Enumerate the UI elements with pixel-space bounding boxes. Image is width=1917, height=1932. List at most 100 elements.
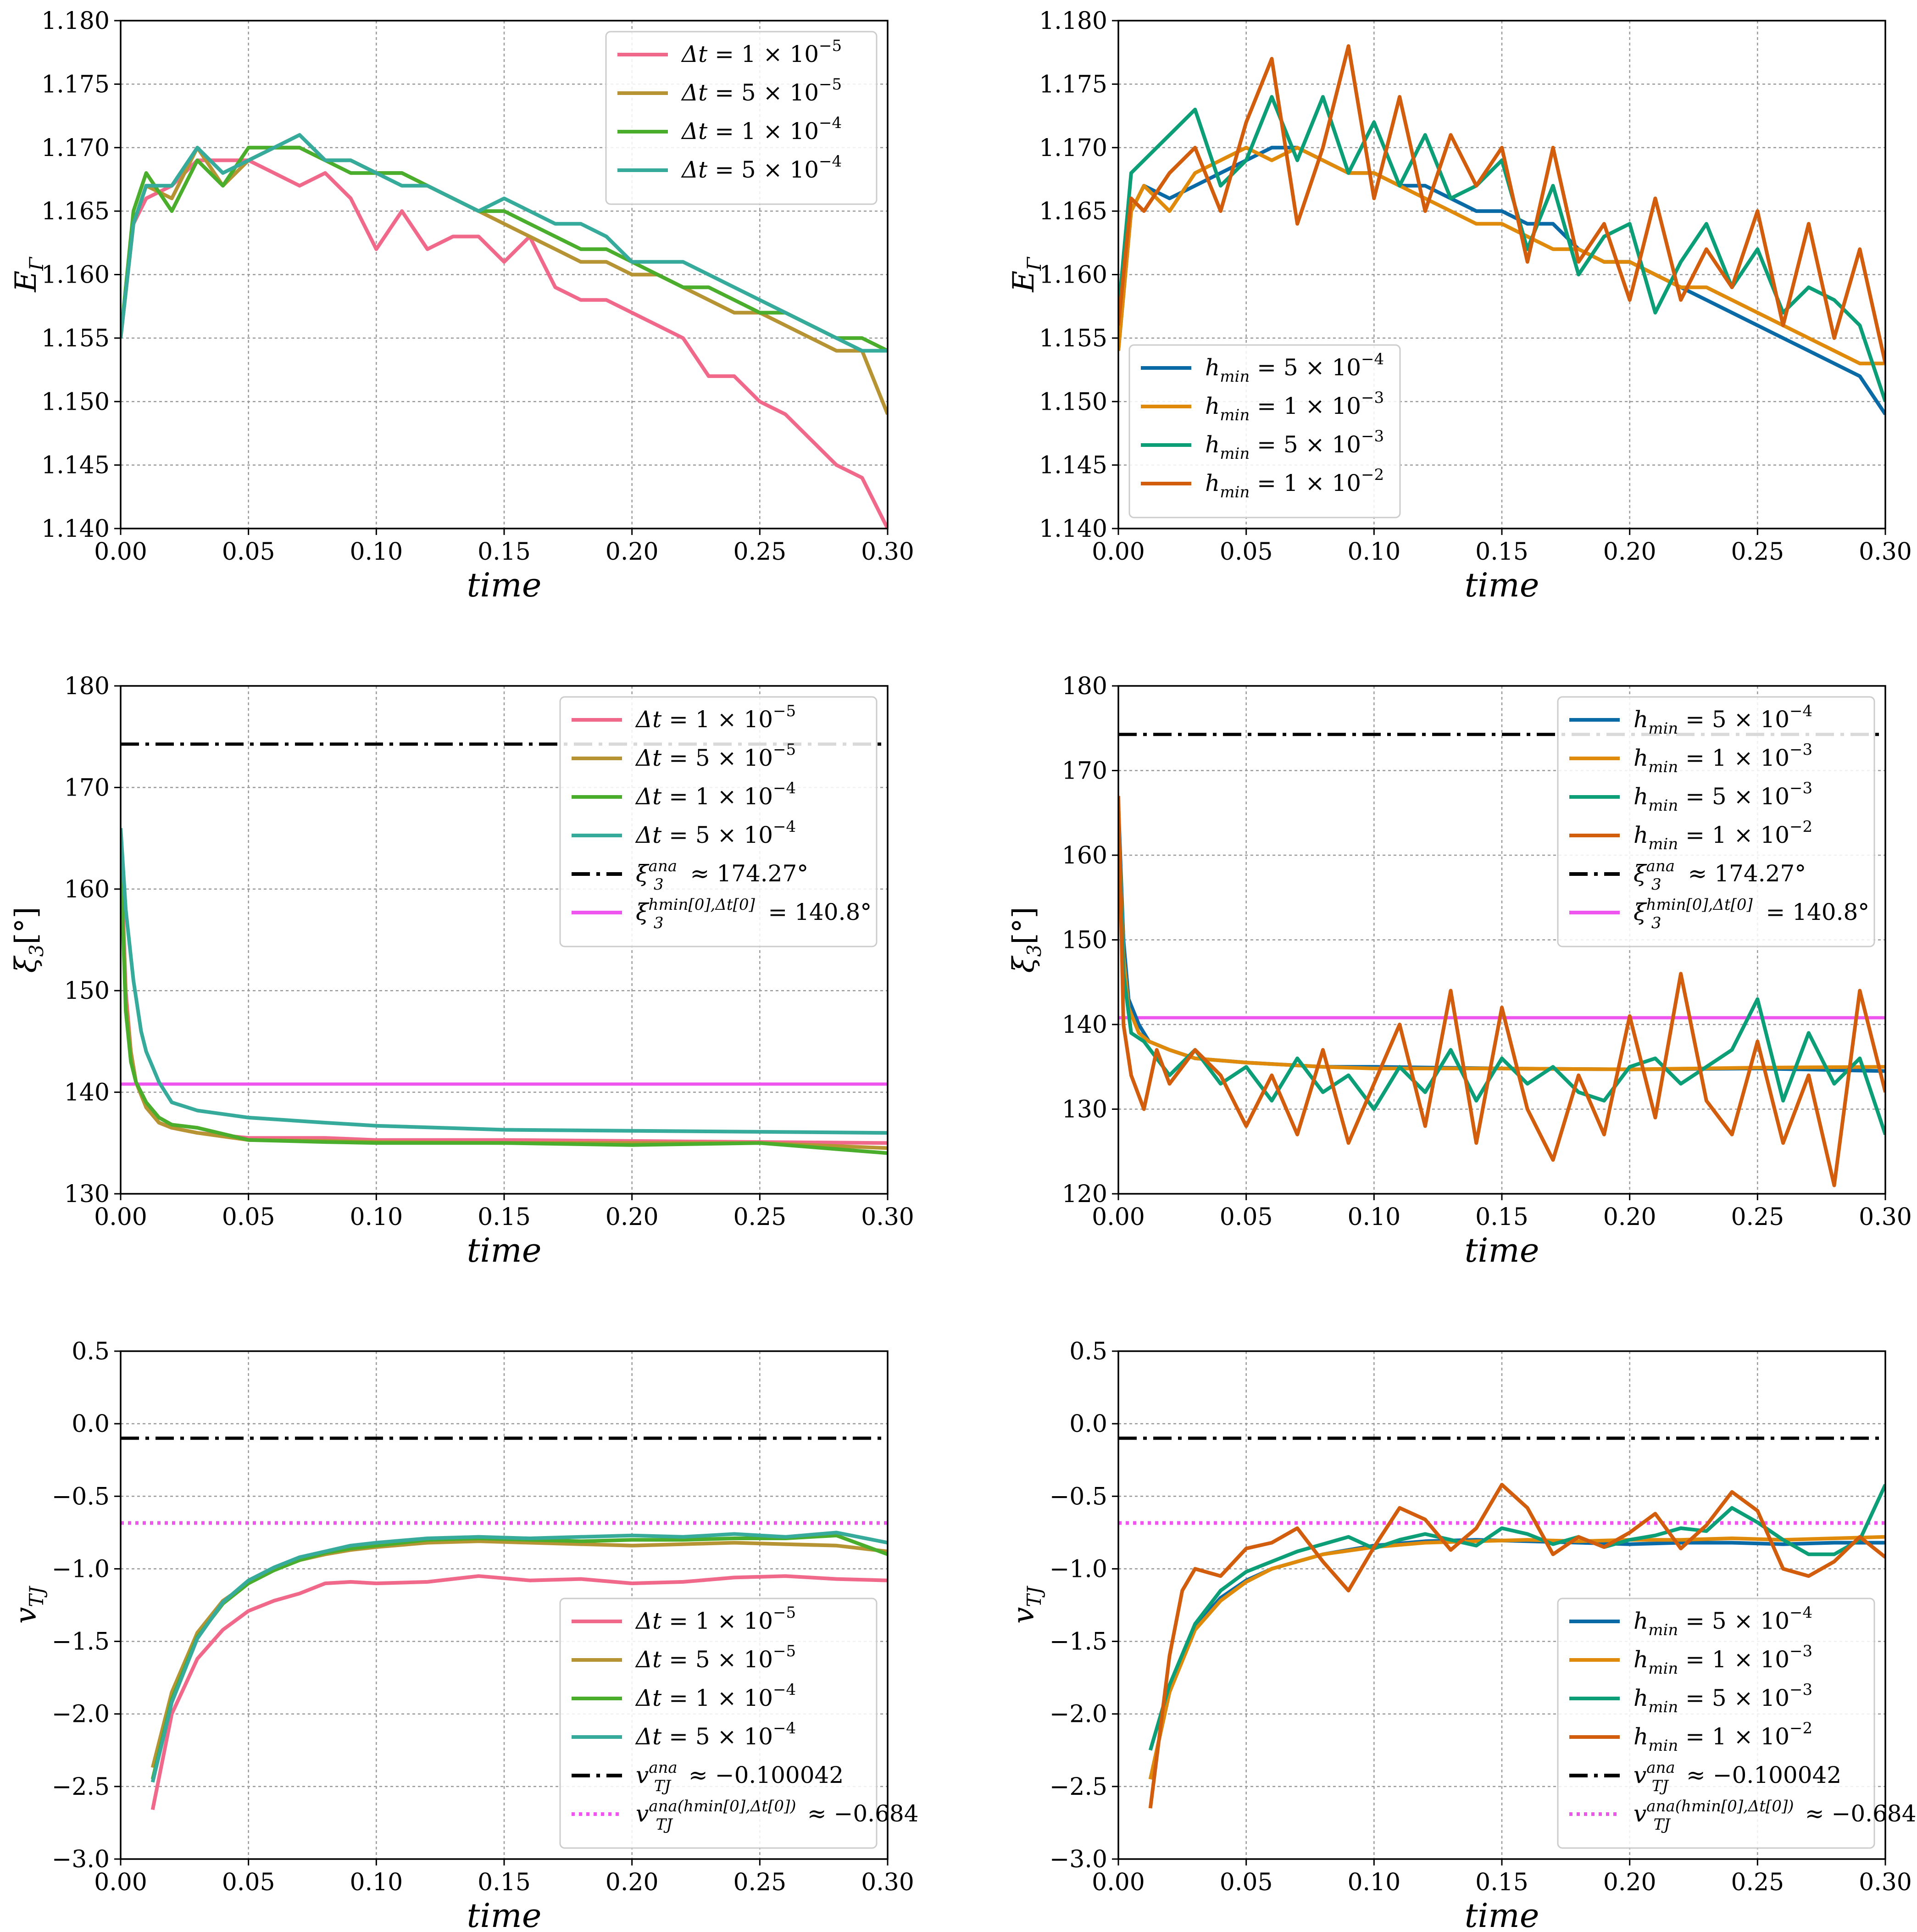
legend-dt4-label: Δt = 5 × 10−4 (635, 1719, 796, 1750)
plot-marks (1118, 1436, 1885, 1809)
plot-frame (120, 20, 889, 529)
series-line-dt1 (150, 1574, 888, 1810)
x-tick-label: 0.25 (1731, 1869, 1784, 1896)
x-tick-label: 0.05 (222, 1869, 275, 1896)
legend-box (559, 1598, 878, 1849)
y-tick-label: 1.160 (41, 262, 110, 289)
plot-frame (1117, 20, 1886, 529)
y-tick-label: −2.0 (52, 1701, 110, 1728)
x-tick-label: 0.30 (861, 1869, 914, 1896)
legend-dt3-label: Δt = 1 × 10−4 (681, 114, 842, 145)
x-axis-label: time (467, 1896, 542, 1932)
y-tick-label: 140 (64, 1079, 110, 1107)
y-tick-label: −3.0 (52, 1846, 110, 1873)
x-tick-label: 0.05 (222, 1203, 275, 1231)
y-tick-label: −1.0 (1050, 1555, 1107, 1583)
x-tick-label: 0.15 (478, 1869, 531, 1896)
x-tick-label: 0.10 (350, 538, 403, 566)
y-tick-label: 170 (64, 774, 110, 802)
legend-h4-label: hmin = 1 × 10−2 (1634, 1719, 1812, 1755)
x-tick-label: 0.05 (222, 538, 275, 566)
x-tick-label: 0.20 (606, 538, 659, 566)
legend-h4-label: hmin = 1 × 10−2 (1205, 466, 1384, 501)
legend-box (1557, 696, 1875, 947)
y-tick-label: 120 (1062, 1180, 1107, 1208)
y-tick-label: 0.5 (72, 1338, 110, 1365)
legend-h1-label: hmin = 5 × 10−4 (1205, 350, 1384, 386)
x-axis-label: time (467, 566, 542, 604)
chart-panel-velocity-dt: 0.00 0.05 0.10 0.15 0.20 0.25 0.30 −3.0 −2.5 −2.0… (9, 1338, 919, 1932)
x-tick-label: 0.25 (1731, 538, 1784, 566)
x-tick-label: 0.20 (1603, 1203, 1656, 1231)
series-line-h3 (1148, 1484, 1885, 1751)
plot-frame (1117, 1350, 1886, 1860)
y-tick-label: 150 (1062, 927, 1107, 954)
x-axis-label: time (1465, 566, 1539, 604)
x-axis-label: time (467, 1231, 542, 1269)
legend: Δt = 1 × 10−5 Δt = 5 × 10−5 Δt = 1 × 10−4 Δ… (559, 1598, 919, 1849)
legend-box (559, 696, 878, 947)
y-tick-label: 1.140 (1039, 515, 1107, 543)
y-axis-label: vTJ (9, 1586, 48, 1624)
y-tick-label: 160 (64, 876, 110, 903)
legend-ref-label: vana(hmin[0],Δt[0]) TJ ≈ −0.684 (636, 1797, 919, 1834)
y-tick-label: 1.140 (41, 515, 110, 543)
x-tick-label: 0.15 (1475, 1869, 1528, 1896)
x-tick-label: 0.25 (733, 538, 786, 566)
x-tick-label: 0.20 (1603, 538, 1656, 566)
x-tick-label: 0.15 (1475, 1203, 1528, 1231)
x-tick-label: 0.30 (861, 1203, 914, 1231)
y-tick-label: 140 (1062, 1011, 1107, 1039)
legend-dt4-label: Δt = 5 × 10−4 (635, 818, 796, 848)
y-tick-label: −1.0 (52, 1555, 110, 1583)
series-line-h2 (1118, 145, 1885, 366)
x-tick-label: 0.00 (1092, 1203, 1145, 1231)
legend-dt2-label: Δt = 5 × 10−5 (635, 741, 796, 771)
series-line-dt3 (121, 858, 888, 1155)
y-tick-label: 0.0 (72, 1410, 110, 1438)
legend-h3-label: hmin = 5 × 10−3 (1634, 1681, 1812, 1716)
y-tick-label: 130 (64, 1180, 110, 1208)
x-tick-label: 0.00 (1092, 538, 1145, 566)
legend-h3-label: hmin = 5 × 10−3 (1205, 427, 1384, 463)
series-line-h4 (1118, 796, 1885, 1187)
y-tick-label: −3.0 (1050, 1846, 1107, 1873)
x-tick-label: 0.20 (1603, 1869, 1656, 1896)
x-tick-label: 0.20 (606, 1203, 659, 1231)
legend-ana-label: ξana 3 ≈ 174.27° (636, 857, 808, 894)
y-tick-label: 160 (1062, 842, 1107, 869)
x-tick-label: 0.00 (94, 1203, 147, 1231)
x-tick-label: 0.30 (1859, 538, 1912, 566)
x-tick-label: 0.00 (1092, 1869, 1145, 1896)
y-tick-label: −2.5 (1050, 1773, 1107, 1801)
x-tick-label: 0.25 (733, 1869, 786, 1896)
y-tick-label: 150 (64, 977, 110, 1005)
x-tick-label: 0.20 (606, 1869, 659, 1896)
plot-frame (120, 1350, 889, 1860)
legend-dt1-label: Δt = 1 × 10−5 (635, 702, 796, 733)
x-tick-label: 0.25 (1731, 1203, 1784, 1231)
legend-dt1-label: Δt = 1 × 10−5 (681, 37, 842, 67)
y-axis-label: EΓ (1007, 256, 1045, 293)
series-line-h4 (1148, 1483, 1885, 1809)
series-line-h2 (1148, 1535, 1885, 1780)
y-tick-label: 0.5 (1069, 1338, 1107, 1365)
legend-box (605, 31, 878, 205)
legend-ref-label: ξhmin[0],Δt[0] 3 = 140.8° (1634, 896, 1869, 932)
y-tick-label: 1.175 (1039, 71, 1107, 98)
series-line-dt4 (121, 133, 888, 353)
series-line-dt4 (121, 828, 888, 1135)
y-tick-label: 1.180 (1039, 7, 1107, 35)
y-axis-label: ξ3[°] (1007, 907, 1045, 973)
legend-h2-label: hmin = 1 × 10−3 (1634, 1642, 1812, 1678)
legend-h1-label: hmin = 5 × 10−4 (1634, 1604, 1812, 1639)
chart-panel-velocity-h: 0.00 0.05 0.10 0.15 0.20 0.25 0.30 −3.0 −2.5 −2.0… (1007, 1338, 1917, 1932)
y-tick-label: 1.155 (1039, 325, 1107, 352)
y-tick-label: −1.5 (52, 1628, 110, 1656)
series-line-h4 (1118, 44, 1885, 364)
series-line-h1 (1118, 145, 1885, 416)
x-tick-label: 0.15 (1475, 538, 1528, 566)
series-line-h2 (1118, 813, 1885, 1071)
